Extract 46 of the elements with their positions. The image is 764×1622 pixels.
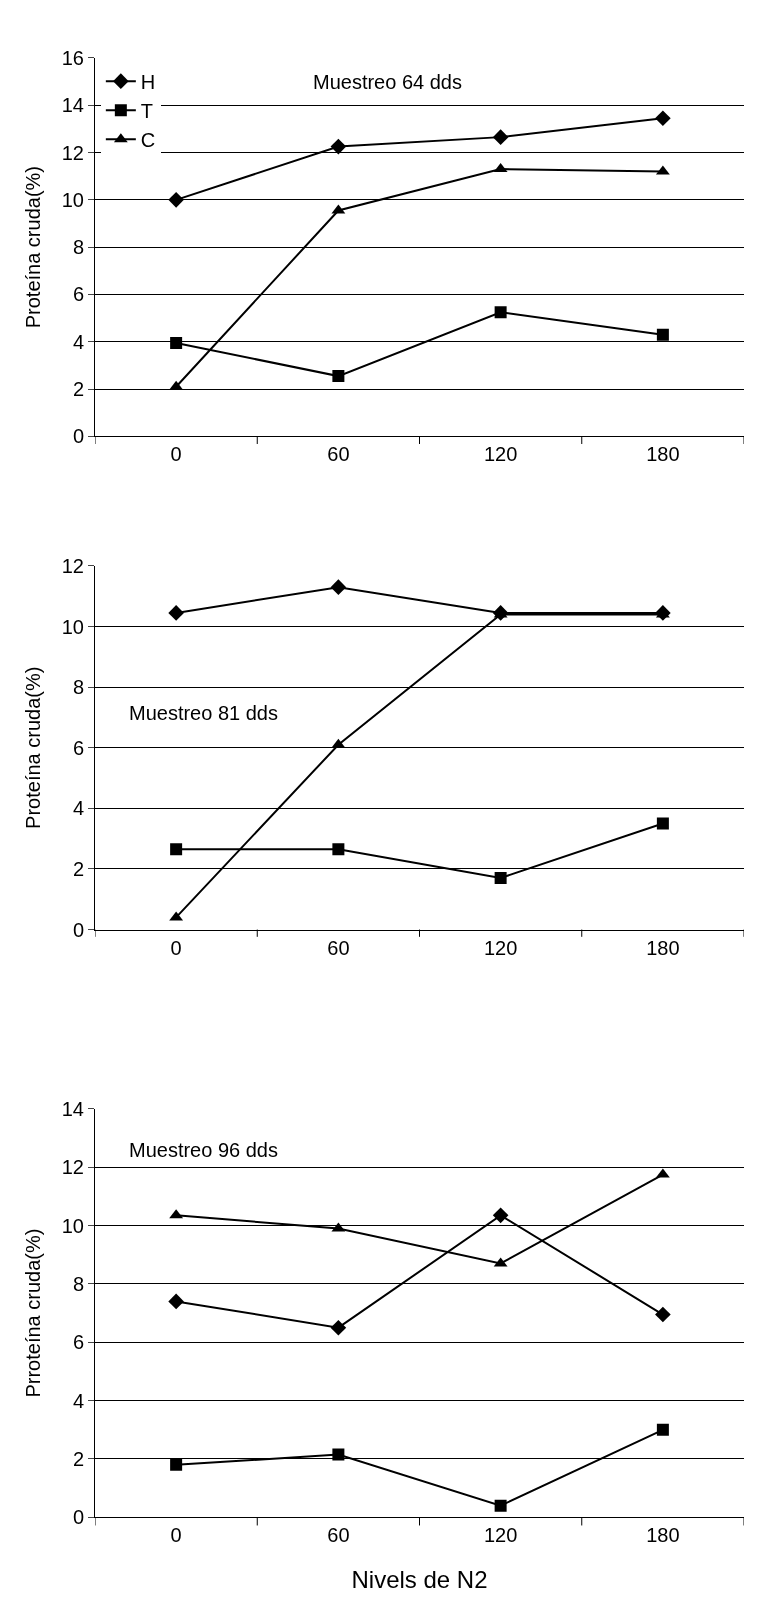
y-tick-label: 4: [72, 330, 84, 353]
y-tick-label: 6: [72, 1331, 84, 1354]
x-tick-label: 0: [170, 936, 182, 959]
y-tick-label: 16: [61, 46, 84, 69]
y-tick-label: 10: [61, 188, 84, 211]
y-axis-title: Proteína cruda(%): [22, 166, 45, 329]
y-tick-label: 2: [72, 857, 84, 880]
x-tick-label: 0: [170, 443, 182, 466]
y-tick-label: 8: [72, 236, 84, 259]
y-tick-label: 10: [61, 615, 84, 638]
y-tick-label: 12: [61, 1156, 84, 1179]
y-axis-title: Proteína cruda(%): [22, 666, 45, 829]
y-axis-title: Prroteína cruda(%): [22, 1228, 45, 1398]
y-tick-label: 12: [61, 141, 84, 164]
y-tick-label: 0: [72, 1506, 84, 1529]
x-tick-label: 120: [483, 936, 518, 959]
y-tick-label: 0: [72, 425, 84, 448]
y-tick-label: 6: [72, 283, 84, 306]
legend-label: T: [140, 99, 154, 122]
annotation: Muestreo 81 dds: [129, 702, 278, 724]
y-tick-label: 10: [61, 1214, 84, 1237]
x-tick-label: 0: [170, 1524, 182, 1547]
y-tick-label: 12: [61, 554, 84, 577]
y-tick-label: 4: [72, 1389, 84, 1412]
x-tick-label: 60: [327, 1524, 350, 1547]
x-tick-label: 180: [646, 936, 680, 959]
y-tick-label: 4: [72, 797, 84, 820]
x-tick-label: 180: [646, 443, 680, 466]
y-tick-label: 6: [72, 736, 84, 759]
x-axis-title: Nivels de N2: [351, 1565, 488, 1593]
y-tick-label: 0: [72, 918, 84, 941]
legend-label: H: [140, 70, 156, 93]
y-tick-label: 8: [72, 1272, 84, 1295]
y-tick-label: 2: [72, 1447, 84, 1470]
y-tick-label: 2: [72, 378, 84, 401]
x-tick-label: 180: [646, 1524, 680, 1547]
y-tick-label: 14: [61, 94, 84, 117]
x-tick-label: 120: [483, 443, 518, 466]
annotation: Muestreo 96 dds: [129, 1139, 278, 1161]
x-tick-label: 60: [327, 443, 350, 466]
legend-label: C: [140, 128, 156, 151]
y-tick-label: 14: [61, 1097, 84, 1120]
annotation: Muestreo 64 dds: [313, 71, 462, 93]
x-tick-label: 120: [483, 1524, 518, 1547]
x-tick-label: 60: [327, 936, 350, 959]
y-tick-label: 8: [72, 676, 84, 699]
